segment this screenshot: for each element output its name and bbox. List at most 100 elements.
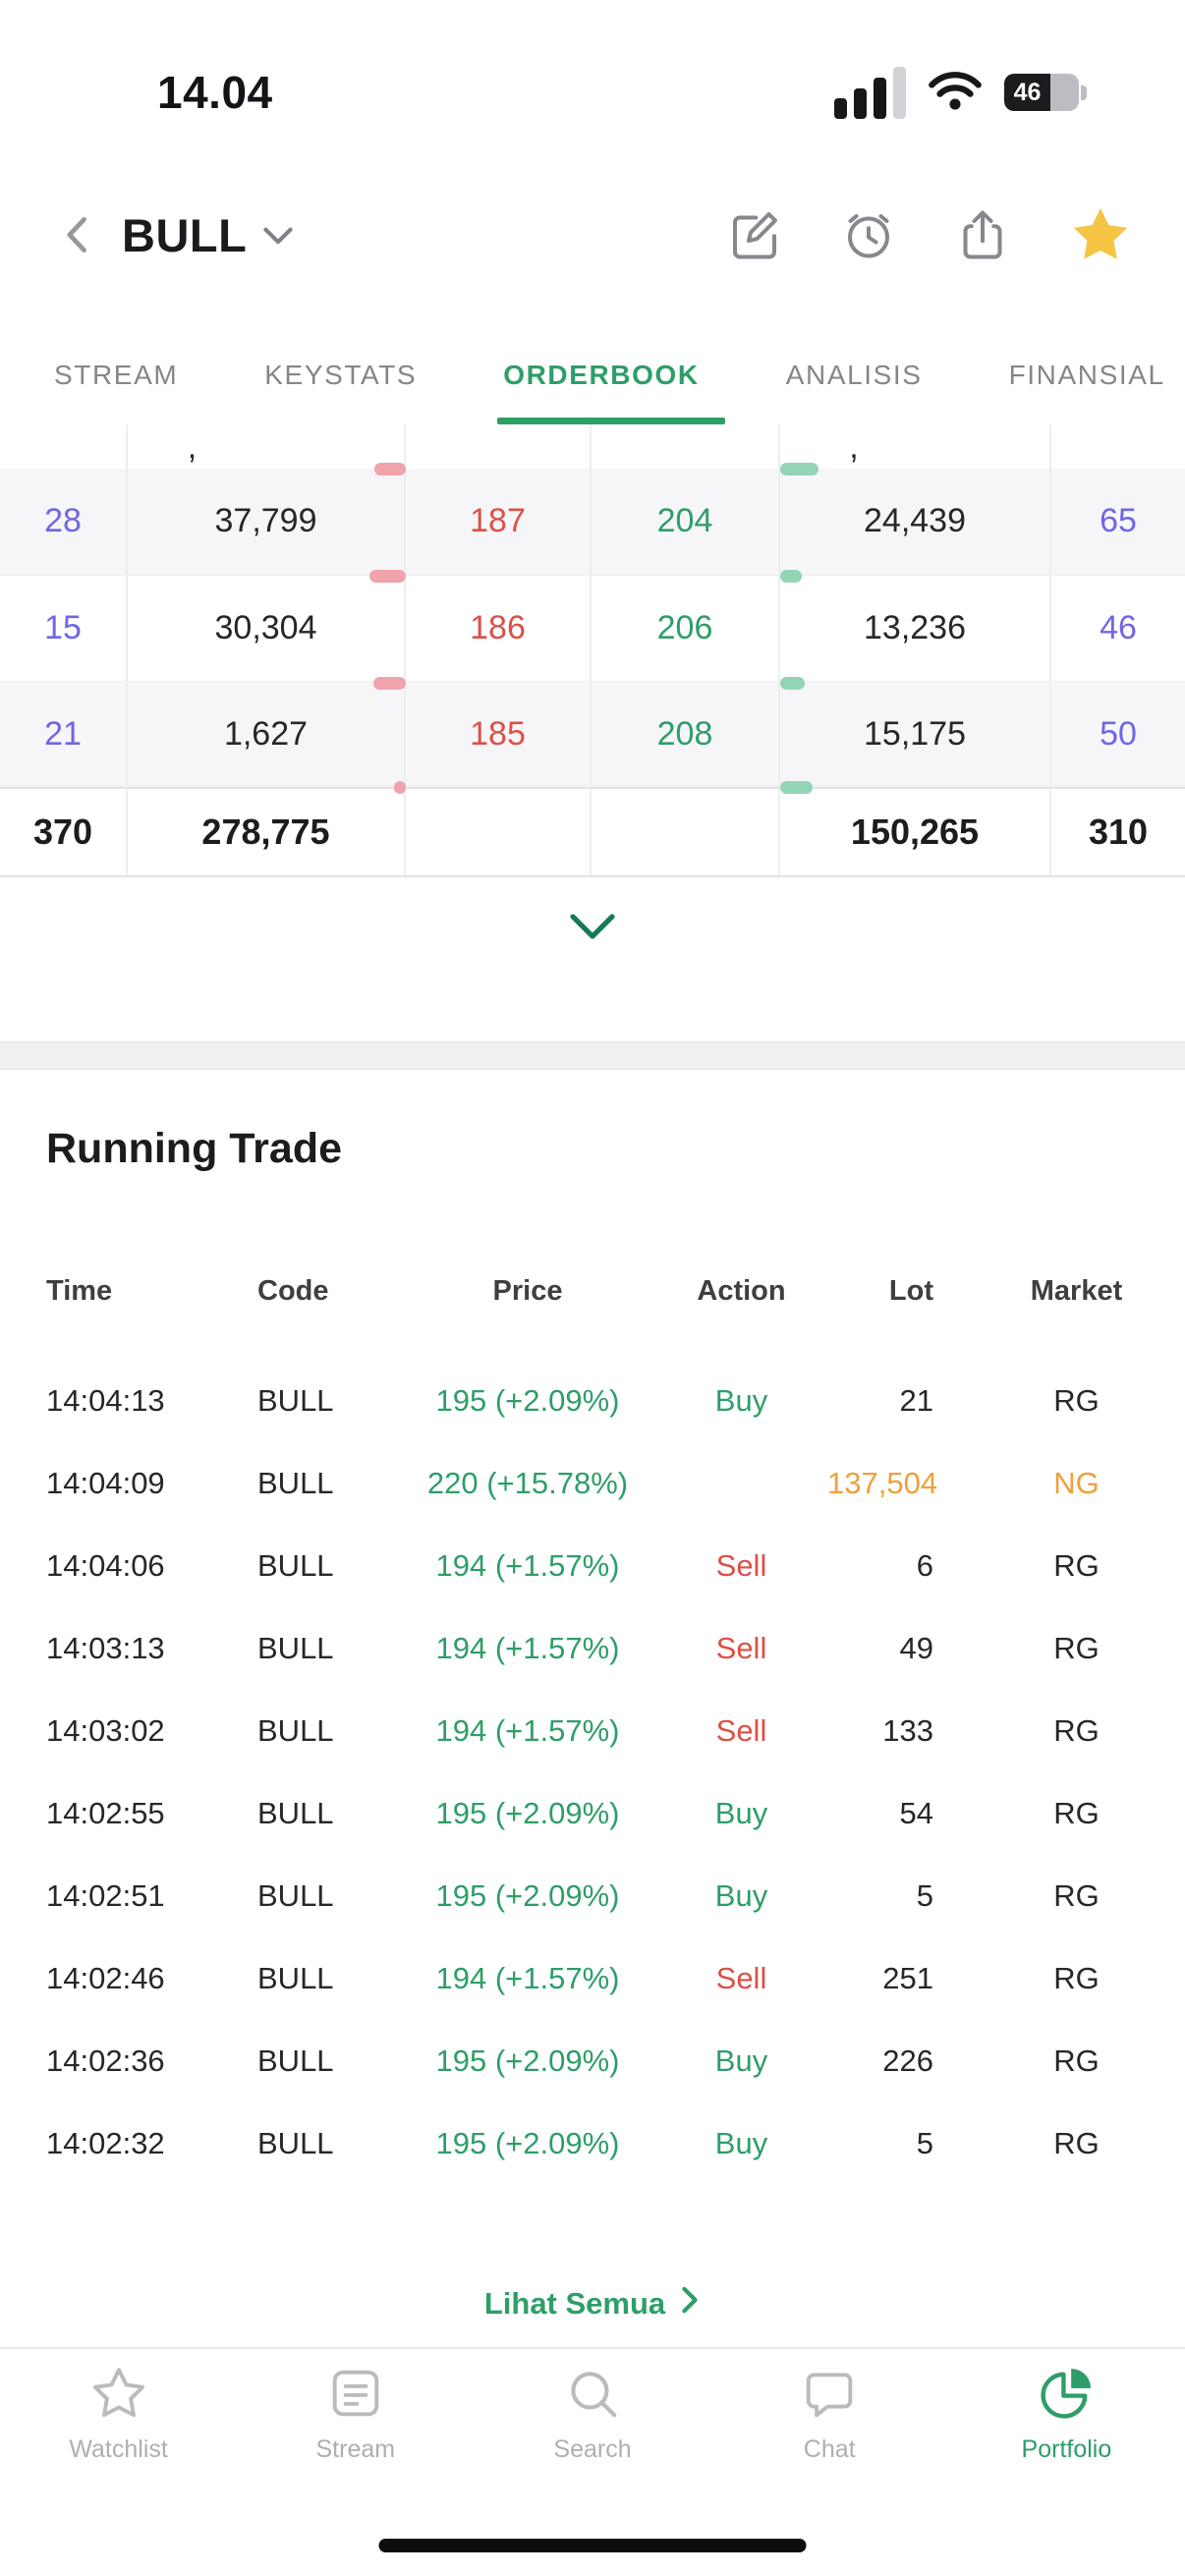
bid-price[interactable]: 185 [406, 683, 592, 785]
ask-volume: 24,439 [780, 469, 1051, 574]
orderbook-row[interactable]: 21 1,627 185 208 15,175 50 [0, 683, 1185, 787]
trade-action: Buy [714, 2126, 768, 2160]
home-indicator[interactable] [378, 2539, 807, 2552]
alarm-icon[interactable] [839, 205, 898, 264]
nav-search[interactable]: Search [474, 2349, 710, 2576]
nav-label: Portfolio [1021, 2436, 1112, 2463]
trade-price: 194 (+1.57%) [435, 1548, 620, 1583]
trade-action: Sell [715, 1548, 767, 1583]
tab-analisis[interactable]: ANALISIS [785, 360, 923, 390]
trade-row[interactable]: 14:04:13 BULL 195 (+2.09%) Buy 21 RG [0, 1360, 1185, 1442]
trade-lot: 133 [882, 1713, 933, 1748]
column-price: Price [492, 1274, 563, 1307]
trade-row[interactable]: 14:04:09 BULL 220 (+15.78%) 137,504 NG [0, 1442, 1185, 1525]
trade-price: 220 (+15.78%) [426, 1466, 629, 1500]
trade-code: BULL [257, 1466, 334, 1500]
ticker-dropdown[interactable]: BULL [100, 208, 294, 262]
nav-stream[interactable]: Stream [237, 2349, 474, 2576]
chevron-down-icon [569, 913, 616, 945]
trade-row[interactable]: 14:02:36 BULL 195 (+2.09%) Buy 226 RG [0, 2020, 1185, 2102]
chevron-down-icon [262, 226, 294, 252]
nav-label: Search [553, 2436, 632, 2463]
nav-label: Watchlist [69, 2436, 168, 2463]
search-icon [562, 2363, 623, 2424]
trade-lot: 251 [882, 1961, 933, 1995]
expand-orderbook-button[interactable] [0, 877, 1185, 980]
view-all-link[interactable]: Lihat Semua [0, 2285, 1185, 2323]
ask-price[interactable]: 204 [592, 469, 780, 574]
tab-keystats[interactable]: KEYSTATS [264, 360, 418, 390]
depth-bar-bid [394, 781, 406, 794]
orderbook-row[interactable]: 15 30,304 186 206 13,236 46 [0, 576, 1185, 683]
back-button[interactable] [57, 210, 100, 259]
orderbook-row[interactable]: 28 37,799 187 204 24,439 65 [0, 469, 1185, 576]
header: BULL [0, 195, 1185, 275]
wifi-icon [927, 69, 984, 117]
nav-chat[interactable]: Chat [711, 2349, 948, 2576]
nav-watchlist[interactable]: Watchlist [0, 2349, 237, 2576]
trade-market: NG [1053, 1466, 1100, 1500]
bid-volume: 1,627 [128, 683, 406, 785]
trade-lot: 49 [899, 1631, 933, 1665]
orderbook-totals-row: 370 278,775 150,265 310 [0, 787, 1185, 877]
trade-row[interactable]: 14:02:55 BULL 195 (+2.09%) Buy 54 RG [0, 1772, 1185, 1855]
status-bar: 14.04 46 [0, 57, 1185, 128]
bid-lot: 21 [0, 683, 128, 785]
trade-row[interactable]: 14:04:06 BULL 194 (+1.57%) Sell 6 RG [0, 1525, 1185, 1607]
share-icon[interactable] [953, 205, 1012, 264]
page-title: BULL [122, 208, 248, 261]
trade-action: Sell [715, 1631, 767, 1665]
column-action: Action [697, 1274, 786, 1307]
trade-code: BULL [257, 1548, 334, 1583]
trade-code: BULL [257, 1878, 334, 1913]
trade-time: 14:04:13 [46, 1383, 165, 1418]
running-trade-header: Time Code Price Action Lot Market [0, 1269, 1185, 1313]
nav-portfolio[interactable]: Portfolio [948, 2349, 1185, 2576]
ask-volume: 15,175 [780, 683, 1051, 785]
trade-time: 14:04:06 [46, 1548, 165, 1583]
trade-row[interactable]: 14:03:02 BULL 194 (+1.57%) Sell 133 RG [0, 1690, 1185, 1772]
trade-price: 195 (+2.09%) [435, 1796, 620, 1830]
tab-orderbook[interactable]: ORDERBOOK [497, 330, 725, 424]
trade-price: 195 (+2.09%) [435, 1383, 620, 1418]
trade-row[interactable]: 14:02:46 BULL 194 (+1.57%) Sell 251 RG [0, 1937, 1185, 2020]
depth-bar-ask [780, 781, 813, 794]
nav-label: Stream [315, 2436, 396, 2463]
favorite-star-icon[interactable] [1067, 202, 1134, 267]
trade-row[interactable]: 14:03:13 BULL 194 (+1.57%) Sell 49 RG [0, 1607, 1185, 1690]
trade-action: Sell [715, 1961, 767, 1995]
compose-icon[interactable] [725, 205, 784, 264]
trade-lot: 5 [916, 1878, 933, 1913]
orderbook-partial-row: , , [0, 424, 1185, 469]
ask-lot: 65 [1100, 502, 1137, 539]
depth-bar-bid [373, 677, 406, 690]
orderbook-table: , , 28 37,799 187 204 24,439 65 15 30,30… [0, 424, 1185, 980]
trade-action: Buy [714, 1796, 768, 1830]
trade-row[interactable]: 14:02:32 BULL 195 (+2.09%) Buy 5 RG [0, 2102, 1185, 2185]
view-all-label: Lihat Semua [483, 2286, 666, 2321]
cellular-signal-icon [834, 66, 906, 119]
trade-market: RG [1053, 1713, 1100, 1748]
trade-code: BULL [257, 1961, 334, 1995]
depth-bar-ask [780, 677, 805, 690]
portfolio-pie-icon [1036, 2363, 1097, 2424]
ask-price[interactable]: 208 [592, 683, 780, 785]
tab-finansial[interactable]: FINANSIAL [1008, 360, 1165, 390]
tab-bar: STREAM KEYSTATS ORDERBOOK ANALISIS FINAN… [0, 330, 1185, 424]
tab-stream[interactable]: STREAM [54, 360, 179, 390]
trade-market: RG [1053, 1796, 1100, 1830]
trade-code: BULL [257, 1796, 334, 1830]
trade-lot: 54 [899, 1796, 933, 1830]
partial-bid-volume: , [187, 428, 198, 466]
total-ask-volume: 150,265 [780, 789, 1051, 875]
trade-code: BULL [257, 2126, 334, 2160]
trade-time: 14:03:02 [46, 1713, 165, 1748]
trade-time: 14:03:13 [46, 1631, 165, 1665]
ask-price[interactable]: 206 [592, 576, 780, 681]
nav-label: Chat [803, 2436, 856, 2463]
trade-price: 194 (+1.57%) [435, 1713, 620, 1748]
bid-price[interactable]: 186 [406, 576, 592, 681]
trade-market: RG [1053, 1631, 1100, 1665]
trade-row[interactable]: 14:02:51 BULL 195 (+2.09%) Buy 5 RG [0, 1855, 1185, 1937]
bid-price[interactable]: 187 [406, 469, 592, 574]
